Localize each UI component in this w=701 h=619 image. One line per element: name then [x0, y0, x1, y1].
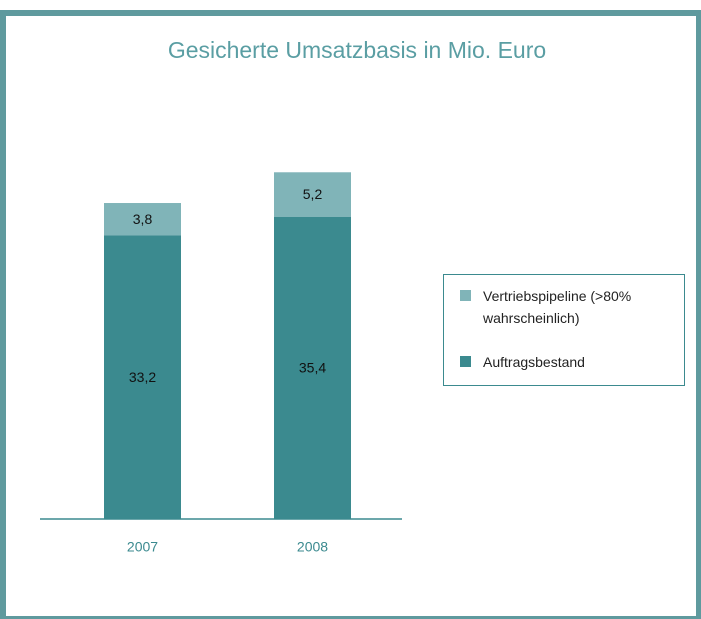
legend-entry: Vertriebspipeline (>80% wahrscheinlich) — [460, 285, 673, 329]
legend-swatch — [460, 290, 471, 301]
legend-swatch — [460, 356, 471, 367]
bar-segment — [104, 235, 181, 520]
legend-entry: Auftragsbestand — [460, 351, 673, 373]
legend-label: Vertriebspipeline (>80% wahrscheinlich) — [483, 288, 632, 326]
bar-segment — [274, 216, 351, 519]
legend: Vertriebspipeline (>80% wahrscheinlich) A… — [443, 274, 685, 386]
bar-segment — [104, 203, 181, 236]
frame-right — [696, 10, 701, 619]
value-label: 33,2 — [129, 369, 156, 385]
value-label: 35,4 — [299, 360, 326, 376]
x-tick-label: 2007 — [127, 539, 158, 555]
legend-label: Auftragsbestand — [483, 354, 585, 370]
value-label: 5,2 — [303, 186, 323, 202]
x-tick-label: 2008 — [297, 539, 328, 555]
frame-bottom — [0, 616, 701, 619]
chart-title: Gesicherte Umsatzbasis in Mio. Euro — [168, 37, 546, 63]
frame-top — [0, 10, 701, 16]
value-label: 3,8 — [133, 211, 153, 227]
frame-left — [0, 10, 6, 619]
bar-segment — [274, 172, 351, 217]
